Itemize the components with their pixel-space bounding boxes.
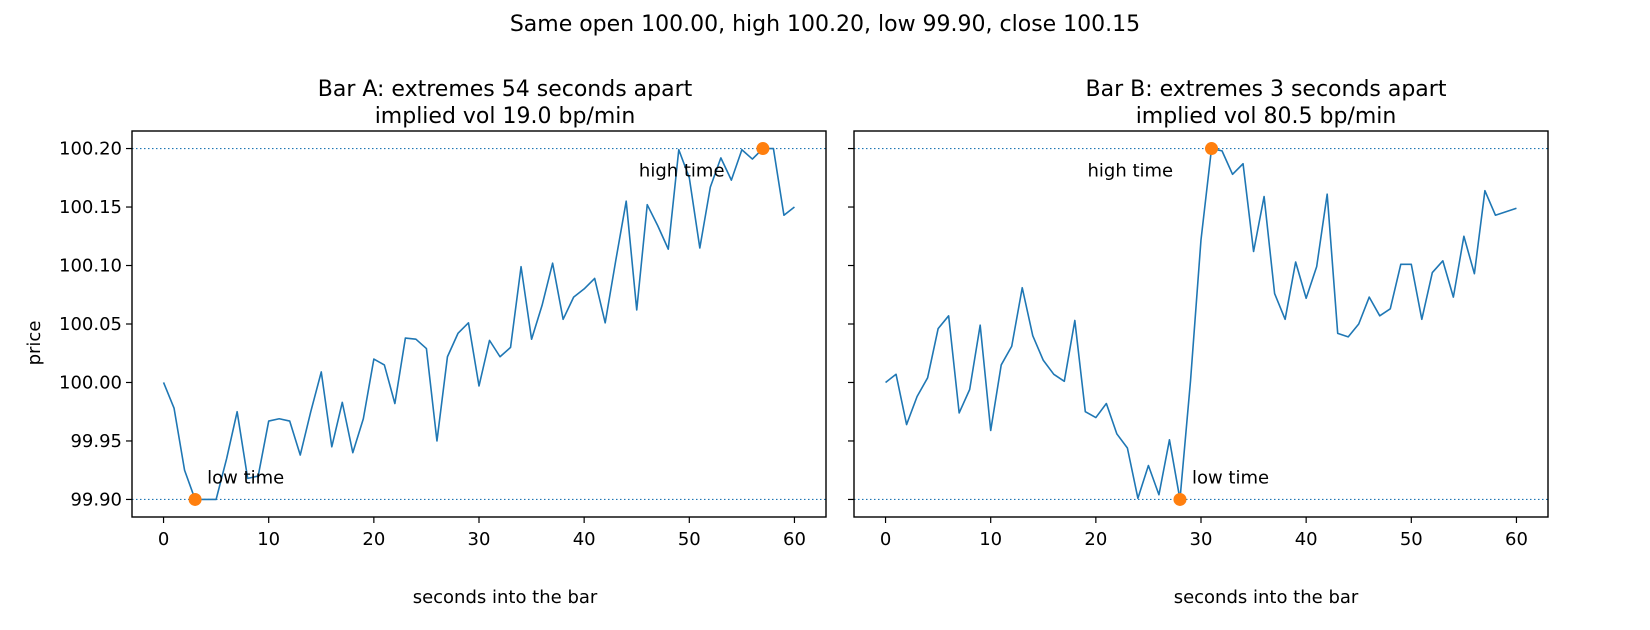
x-tick-label: 60 — [783, 529, 806, 550]
x-tick-label: 10 — [979, 529, 1002, 550]
price-series-line — [162, 147, 795, 501]
chart-title-line2: implied vol 19.0 bp/min — [375, 104, 636, 129]
y-tick-label: 99.95 — [70, 431, 122, 452]
high-time-annotation: high time — [639, 161, 725, 182]
x-tick-label: 40 — [573, 529, 596, 550]
y-tick-label: 100.10 — [59, 256, 122, 277]
low-time-marker — [188, 492, 202, 506]
x-tick-label: 40 — [1295, 529, 1318, 550]
chart-panel-bar-a: Bar A: extremes 54 seconds apart implied… — [24, 77, 827, 608]
x-axis-label: seconds into the bar — [413, 587, 598, 608]
axes-frame — [131, 130, 827, 518]
x-tick-label: 50 — [1400, 529, 1423, 550]
chart-panel-bar-b: Bar B: extremes 3 seconds apart implied … — [848, 77, 1549, 608]
x-axis-label: seconds into the bar — [1174, 587, 1359, 608]
low-time-marker — [1173, 492, 1187, 506]
axes-frame — [853, 130, 1549, 518]
low-time-annotation: low time — [207, 467, 284, 488]
y-tick-label: 100.00 — [59, 372, 122, 393]
y-axis-label: price — [24, 321, 45, 366]
x-tick-label: 20 — [362, 529, 385, 550]
x-tick-label: 10 — [257, 529, 280, 550]
x-tick-label: 30 — [1190, 529, 1213, 550]
x-tick-label: 50 — [678, 529, 701, 550]
chart-title-line1: Bar B: extremes 3 seconds apart — [1086, 77, 1447, 102]
x-tick-label: 30 — [468, 529, 491, 550]
y-tick-label: 99.90 — [70, 489, 122, 510]
y-tick-label: 100.15 — [59, 197, 122, 218]
figure-suptitle: Same open 100.00, high 100.20, low 99.90… — [510, 12, 1140, 37]
chart-title-line1: Bar A: extremes 54 seconds apart — [318, 77, 693, 102]
x-tick-label: 0 — [158, 529, 169, 550]
low-time-annotation: low time — [1192, 467, 1269, 488]
x-tick-label: 60 — [1505, 529, 1528, 550]
high-time-marker — [756, 142, 770, 156]
y-tick-label: 100.20 — [59, 139, 122, 160]
chart-title-line2: implied vol 80.5 bp/min — [1136, 104, 1397, 129]
high-time-marker — [1205, 142, 1219, 156]
x-tick-label: 0 — [880, 529, 891, 550]
price-series-line — [885, 147, 1517, 501]
y-tick-label: 100.05 — [59, 314, 122, 335]
high-time-annotation: high time — [1088, 161, 1174, 182]
x-tick-label: 20 — [1084, 529, 1107, 550]
